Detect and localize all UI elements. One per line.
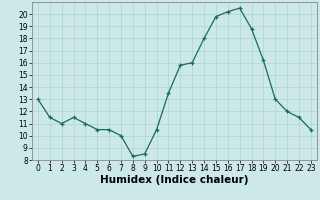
X-axis label: Humidex (Indice chaleur): Humidex (Indice chaleur) — [100, 175, 249, 185]
